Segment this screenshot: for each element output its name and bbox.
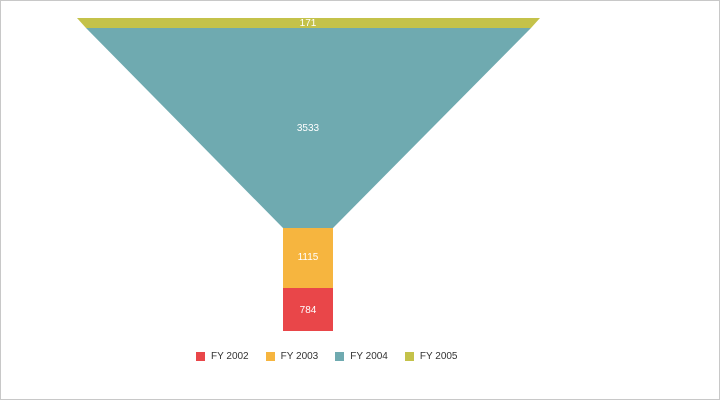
legend-item-fy2005[interactable]: FY 2005 <box>404 351 458 362</box>
legend-label-fy2005: FY 2005 <box>419 351 458 362</box>
funnel-segment-fy2002[interactable] <box>283 288 333 331</box>
legend-label-fy2003: FY 2003 <box>280 351 319 362</box>
data-label-fy2003: 1115 <box>298 252 319 263</box>
data-label-fy2005: 171 <box>300 18 317 29</box>
legend-swatch-fy2005 <box>404 352 414 361</box>
funnel-segment-fy2003[interactable] <box>283 228 333 288</box>
legend-item-fy2003[interactable]: FY 2003 <box>265 351 319 362</box>
legend-item-fy2002[interactable]: FY 2002 <box>196 351 249 362</box>
funnel-segment-fy2004[interactable] <box>86 28 531 228</box>
legend-label-fy2002: FY 2002 <box>211 351 249 362</box>
legend-swatch-fy2004 <box>335 352 345 361</box>
data-label-fy2004: 3533 <box>297 123 320 134</box>
legend-item-fy2004[interactable]: FY 2004 <box>335 351 388 362</box>
chart-legend: FY 2002 FY 2003 FY 2004 FY 2005 <box>196 351 475 362</box>
legend-swatch-fy2003 <box>265 352 275 361</box>
data-label-fy2002: 784 <box>300 305 317 316</box>
legend-label-fy2004: FY 2004 <box>350 351 388 362</box>
legend-swatch-fy2002 <box>196 352 205 361</box>
funnel-segment-fy2005[interactable] <box>77 18 540 28</box>
